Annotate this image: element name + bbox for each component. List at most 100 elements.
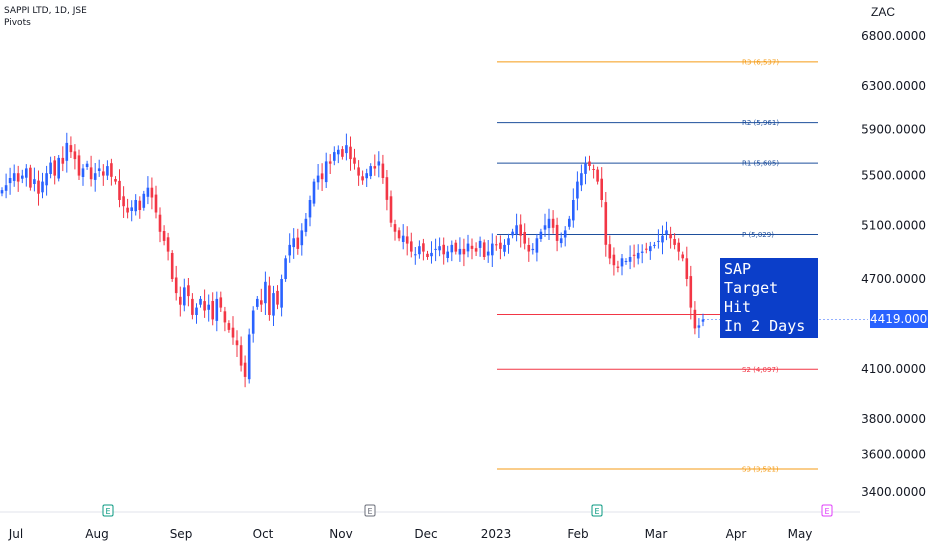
candle [620, 254, 624, 276]
candle [154, 185, 158, 219]
candle [312, 178, 316, 207]
candle [247, 328, 251, 384]
candle [474, 242, 478, 256]
candle [681, 251, 684, 262]
candle [624, 258, 628, 265]
candle [183, 278, 186, 312]
candle [616, 260, 620, 273]
candle [665, 221, 668, 241]
candle [61, 146, 65, 172]
symbol-title: SAPPI LTD, 1D, JSE [4, 6, 87, 16]
candle [636, 244, 640, 265]
candle [649, 241, 652, 260]
svg-text:E: E [594, 507, 599, 516]
candle [515, 213, 518, 242]
candle [393, 219, 397, 241]
candle [418, 240, 421, 259]
x-tick-label: Feb [567, 527, 588, 541]
candle [118, 169, 121, 208]
candle [300, 223, 304, 256]
candle [495, 235, 498, 251]
candle [657, 229, 660, 249]
candle [466, 234, 470, 258]
candle [523, 223, 526, 250]
candle [434, 238, 437, 262]
candle [199, 296, 202, 308]
pivot-label: R2 (5,961) [742, 119, 779, 127]
pivot-label: S3 (3,521) [742, 466, 779, 474]
candle [341, 146, 344, 160]
svg-text:E: E [367, 507, 372, 516]
candle [73, 144, 77, 170]
candle [365, 168, 368, 187]
candle [685, 246, 689, 287]
candle [69, 136, 73, 158]
candle [29, 164, 32, 191]
candle [170, 250, 174, 282]
candle [126, 198, 129, 219]
candle [389, 190, 393, 228]
candle [689, 265, 693, 320]
pivot-label: R3 (6,537) [742, 58, 779, 66]
candle [227, 320, 231, 333]
candle [41, 172, 44, 199]
candle [547, 208, 551, 240]
x-tick-label: Jul [8, 527, 23, 541]
candle [288, 233, 291, 263]
candle [600, 167, 603, 208]
candle [130, 200, 133, 222]
svg-text:E: E [105, 507, 110, 516]
candle [645, 242, 648, 254]
candle [414, 247, 417, 265]
candle [353, 148, 356, 170]
candle [12, 164, 16, 187]
candle [628, 245, 632, 270]
pivot-label: P (5,029) [742, 231, 774, 239]
pivot-label: R1 (5,605) [742, 160, 779, 168]
candle [337, 145, 340, 164]
x-tick-label: Aug [85, 527, 108, 541]
candle [604, 192, 608, 257]
y-tick-label: 3800.0000 [861, 412, 926, 426]
candle [377, 151, 381, 178]
earnings-marker[interactable]: E [102, 504, 114, 517]
candle [166, 232, 170, 261]
candle [568, 215, 571, 230]
candle [134, 194, 137, 216]
candle [551, 210, 555, 234]
candle [53, 156, 56, 185]
candle [93, 163, 97, 192]
candle [174, 265, 178, 301]
earnings-marker[interactable]: E [591, 504, 603, 517]
candle [543, 213, 547, 237]
candle [405, 226, 409, 256]
candle [328, 154, 332, 174]
candle [373, 154, 377, 176]
last-price-tag: 4419.0000 [870, 310, 932, 328]
earnings-marker[interactable]: E [821, 504, 833, 517]
candle [8, 167, 12, 195]
candle [653, 242, 656, 249]
x-tick-label: Apr [726, 527, 747, 541]
candle [187, 278, 190, 307]
target-hit-callout: SAP Target Hit In 2 Days [720, 258, 818, 338]
candle [97, 159, 101, 177]
candle [114, 176, 117, 185]
candle [110, 158, 113, 186]
candle [701, 313, 705, 327]
pivot-label: S2 (4,097) [742, 366, 779, 374]
candle [21, 169, 24, 184]
candle [284, 255, 287, 282]
candle [268, 276, 271, 321]
candle [661, 225, 664, 255]
indicator-label: Pivots [4, 18, 31, 28]
candle [4, 173, 8, 199]
candle [320, 163, 324, 191]
earnings-marker[interactable]: E [364, 504, 376, 517]
candle [503, 239, 506, 257]
candle [81, 164, 85, 186]
candle [454, 239, 458, 255]
candle [264, 271, 267, 315]
